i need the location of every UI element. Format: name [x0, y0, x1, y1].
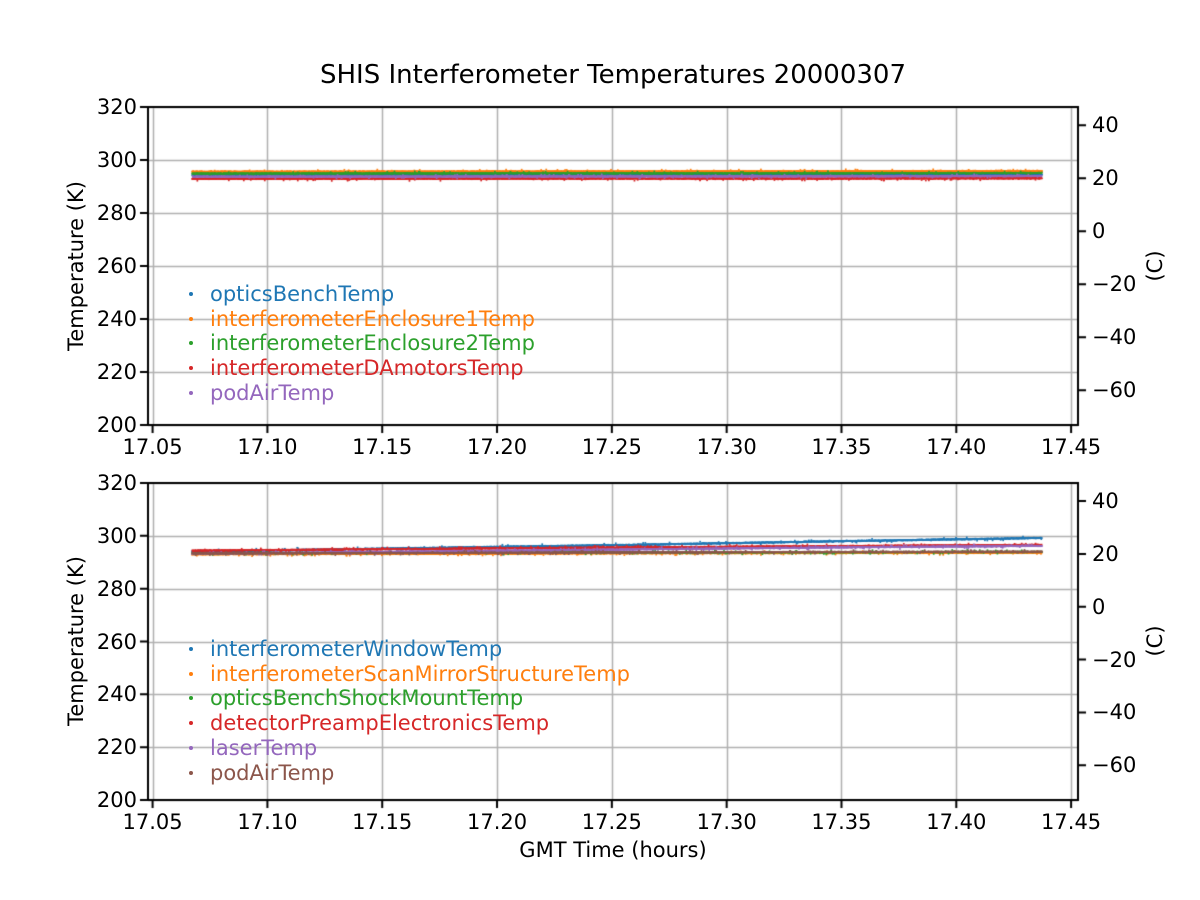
legend-item-label: interferometerWindowTemp [210, 637, 503, 661]
legend-item-label: laserTemp [210, 735, 318, 760]
y-tick-label-celsius: 20 [1092, 541, 1119, 566]
y-tick-label-celsius: −20 [1092, 647, 1137, 672]
y-tick-label-celsius: −40 [1092, 700, 1137, 725]
y-tick-label-kelvin: 240 [96, 307, 137, 331]
x-tick-label: 17.35 [811, 810, 872, 834]
legend-item-label: podAirTemp [210, 380, 335, 405]
temperature-axis-label-bottom: Temperature (K) [64, 556, 88, 726]
x-tick-label: 17.35 [811, 435, 872, 459]
x-tick-label: 17.30 [696, 810, 757, 834]
x-tick-label: 17.25 [581, 435, 642, 459]
legend-marker-dot [189, 721, 193, 726]
y-tick-label-celsius: 0 [1092, 594, 1106, 619]
y-tick-label-celsius: 20 [1092, 166, 1119, 191]
legend-marker-dot [189, 292, 193, 296]
y-tick-label-kelvin: 240 [96, 682, 137, 707]
y-tick-label-kelvin: 200 [96, 413, 137, 437]
y-tick-label-kelvin: 300 [96, 148, 137, 172]
legend-marker-dot [189, 671, 193, 676]
legend-marker-dot [189, 745, 193, 750]
y-tick-label-celsius: 40 [1092, 113, 1119, 138]
y-tick-label-kelvin: 200 [96, 788, 137, 812]
legend-marker-dot [189, 390, 193, 395]
y-tick-label-celsius: −60 [1092, 753, 1137, 778]
chart-title: SHIS Interferometer Temperatures 2000030… [319, 60, 907, 90]
y-tick-label-celsius: −20 [1092, 272, 1137, 297]
x-tick-label: 17.15 [352, 435, 413, 459]
legend-item-label: interferometerEnclosure2Temp [210, 331, 535, 356]
legend-item-label: interferometerEnclosure1Temp [210, 306, 535, 331]
legend-marker-dot [189, 770, 193, 775]
x-tick-label: 17.45 [1041, 810, 1102, 834]
legend-item-label: interferometerScanMirrorStructureTemp [210, 661, 631, 686]
y-tick-label-kelvin: 280 [96, 201, 137, 225]
x-tick-label: 17.25 [581, 810, 642, 834]
y-tick-label-kelvin: 220 [96, 360, 137, 384]
legend-marker-dot [189, 647, 193, 651]
x-tick-label: 17.40 [926, 435, 987, 459]
x-tick-label: 17.20 [466, 810, 528, 834]
temperature-axis-label-top: Temperature (K) [64, 181, 88, 351]
x-tick-label: 17.10 [237, 435, 298, 459]
y-tick-label-kelvin: 260 [96, 629, 137, 654]
legend-marker-dot [189, 696, 193, 701]
y-tick-label-kelvin: 300 [96, 523, 137, 548]
celsius-axis-label-top: (C) [1143, 250, 1167, 282]
legend-marker-dot [189, 316, 193, 321]
legend-item-label: podAirTemp [210, 760, 335, 785]
y-tick-label-kelvin: 320 [96, 95, 137, 119]
gmt-time-axis-label: GMT Time (hours) [519, 838, 707, 862]
legend-item-label: opticsBenchShockMountTemp [210, 686, 524, 711]
x-tick-label: 17.15 [352, 810, 413, 834]
legend-item-label: interferometerDAmotorsTemp [210, 356, 524, 381]
x-tick-label: 17.30 [696, 435, 757, 459]
x-tick-label: 17.10 [237, 810, 298, 834]
legend-marker-dot [189, 366, 193, 371]
y-tick-label-celsius: −60 [1092, 378, 1137, 403]
x-tick-label: 17.45 [1041, 435, 1102, 459]
y-tick-label-celsius: −40 [1092, 325, 1137, 350]
x-tick-label: 17.20 [466, 435, 528, 459]
y-tick-label-celsius: 40 [1092, 489, 1119, 514]
x-tick-label: 17.40 [926, 810, 987, 834]
legend-marker-dot [189, 341, 193, 346]
y-tick-label-kelvin: 220 [96, 735, 137, 760]
y-tick-label-celsius: 0 [1092, 219, 1106, 244]
y-tick-label-kelvin: 260 [96, 254, 137, 278]
y-tick-label-kelvin: 280 [96, 576, 137, 601]
legend-item-label: opticsBenchTemp [210, 282, 395, 306]
y-tick-label-kelvin: 320 [96, 471, 137, 495]
legend-item-label: detectorPreampElectronicsTemp [210, 711, 550, 736]
x-tick-label: 17.05 [122, 435, 183, 459]
x-tick-label: 17.05 [122, 810, 183, 834]
celsius-axis-label-bottom: (C) [1143, 625, 1167, 657]
